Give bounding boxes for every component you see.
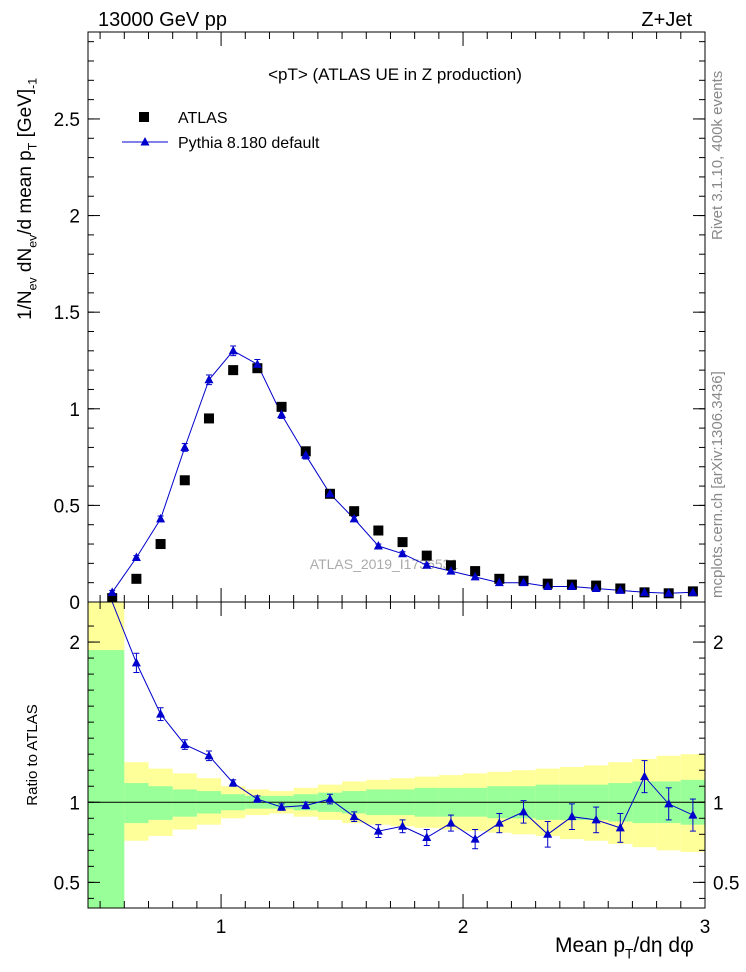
pythia-data-point <box>470 571 480 581</box>
y-axis-label: 1/Nev dNev/d mean pT [GeV]-1 <box>15 78 40 320</box>
atlas-data-point <box>349 506 360 517</box>
pythia-data-point <box>519 577 529 587</box>
ratio-y-tick-label: 1 <box>69 793 80 814</box>
legend-pythia-marker <box>140 137 150 146</box>
x-tick-label: 3 <box>700 917 711 938</box>
x-axis-label: Mean pT/dη dφ <box>555 934 694 961</box>
ratio-data-point <box>349 811 359 821</box>
uncertainty-band-green <box>148 786 173 820</box>
y-tick-label: 2 <box>69 207 80 228</box>
pythia-data-point <box>107 587 117 596</box>
ratio-data-point <box>615 822 625 832</box>
atlas-data-point <box>470 566 481 577</box>
atlas-data-point <box>373 525 384 536</box>
legend-atlas-label: ATLAS <box>178 110 228 127</box>
pythia-data-point <box>252 359 262 368</box>
pythia-data-point <box>640 587 650 596</box>
pythia-data-point <box>325 488 335 498</box>
ratio-data-point <box>325 794 335 803</box>
header-right-label: Z+Jet <box>641 9 692 31</box>
ratio-data-point <box>446 818 456 827</box>
pythia-data-point <box>422 560 432 569</box>
ratio-data-point <box>180 739 190 749</box>
uncertainty-band-green <box>124 783 149 824</box>
ratio-y-tick-label-right: 1 <box>713 793 724 814</box>
pythia-data-point <box>688 587 698 596</box>
rivet-version-label: Rivet 3.1.10, 400k events <box>709 71 726 240</box>
atlas-data-point <box>276 401 287 412</box>
x-tick-label: 1 <box>216 917 227 938</box>
pythia-data-point <box>543 581 553 591</box>
atlas-data-point <box>252 363 263 374</box>
ratio-y-tick-label: 2 <box>69 633 80 654</box>
pythia-data-point <box>494 577 504 587</box>
ratio-data-point <box>252 794 262 803</box>
ratio-panel-frame <box>87 601 706 909</box>
ratio-data-point <box>688 810 698 819</box>
ratio-data-point <box>301 800 311 809</box>
ratio-data-point <box>277 802 287 811</box>
uncertainty-band-green <box>88 650 125 908</box>
ratio-data-point <box>131 657 141 667</box>
chart-title: <pT> (ATLAS UE in Z production) <box>268 65 522 84</box>
ratio-data-point <box>470 834 480 843</box>
ratio-data-point <box>422 832 432 842</box>
pythia-data-point <box>228 345 238 355</box>
pythia-data-point <box>131 552 141 562</box>
pythia-data-point <box>398 548 408 558</box>
pythia-data-point <box>664 588 674 597</box>
ratio-data-point <box>640 771 650 781</box>
atlas-data-point <box>155 539 166 550</box>
ratio-data-point <box>664 798 674 808</box>
pythia-data-point <box>156 513 166 523</box>
pythia-data-point <box>180 442 190 451</box>
y-tick-label: 0 <box>69 593 80 614</box>
atlas-data-point <box>397 537 408 548</box>
legend-atlas-marker <box>139 112 149 122</box>
pythia-data-point <box>591 583 601 592</box>
ratio-y-tick-label: 0.5 <box>54 873 80 894</box>
ratio-data-point <box>156 709 166 718</box>
uncertainty-band-green <box>172 789 197 817</box>
pythia-data-point <box>446 566 456 575</box>
ratio-data-point <box>398 821 408 830</box>
atlas-data-point <box>131 573 142 584</box>
pythia-data-point <box>301 450 311 459</box>
ratio-data-point <box>519 806 529 816</box>
atlas-data-point <box>107 593 118 604</box>
pythia-data-point <box>204 374 214 384</box>
legend-pythia-label: Pythia 8.180 default <box>178 135 320 152</box>
pythia-data-point <box>373 540 383 550</box>
ratio-data-point <box>204 750 214 760</box>
ratio-y-tick-label-right: 0.5 <box>713 873 739 894</box>
pythia-data-point <box>615 585 625 594</box>
atlas-data-point <box>445 560 456 571</box>
ratio-y-axis-label: Ratio to ATLAS <box>24 704 41 805</box>
y-tick-label: 1.5 <box>54 303 80 324</box>
atlas-data-point <box>421 550 432 561</box>
ratio-data-point <box>591 814 601 824</box>
pythia-data-point <box>277 409 287 419</box>
ratio-data-point <box>373 826 383 835</box>
atlas-data-point <box>203 413 214 424</box>
y-tick-label: 2.5 <box>54 110 80 131</box>
x-tick-label: 2 <box>458 917 469 938</box>
y-tick-label: 0.5 <box>54 496 80 517</box>
watermark-label: ATLAS_2019_I1736531 <box>310 556 459 572</box>
ratio-y-tick-label-right: 2 <box>713 633 724 654</box>
ratio-data-point <box>543 829 553 838</box>
mcplots-label: mcplots.cern.ch [arXiv:1306.3436] <box>709 371 726 598</box>
main-panel: ATLAS_2019_I1736531 0 0.5 1 1.5 2 2.5 <pT> (ATL… <box>15 31 706 614</box>
pythia-data-point <box>349 513 359 523</box>
atlas-data-point <box>228 365 239 376</box>
ratio-data-point <box>567 811 577 821</box>
header-left-label: 13000 GeV pp <box>98 9 227 31</box>
ratio-panel: 0.5 0.5 1 1 2 2 1 2 3 Ratio to ATLAS Mean pT/dη dφ <box>24 601 739 961</box>
ratio-data-point <box>228 778 238 787</box>
ratio-data-point <box>494 818 504 827</box>
atlas-data-point <box>179 475 190 486</box>
pythia-data-point <box>567 581 577 591</box>
y-tick-label: 1 <box>69 400 80 421</box>
